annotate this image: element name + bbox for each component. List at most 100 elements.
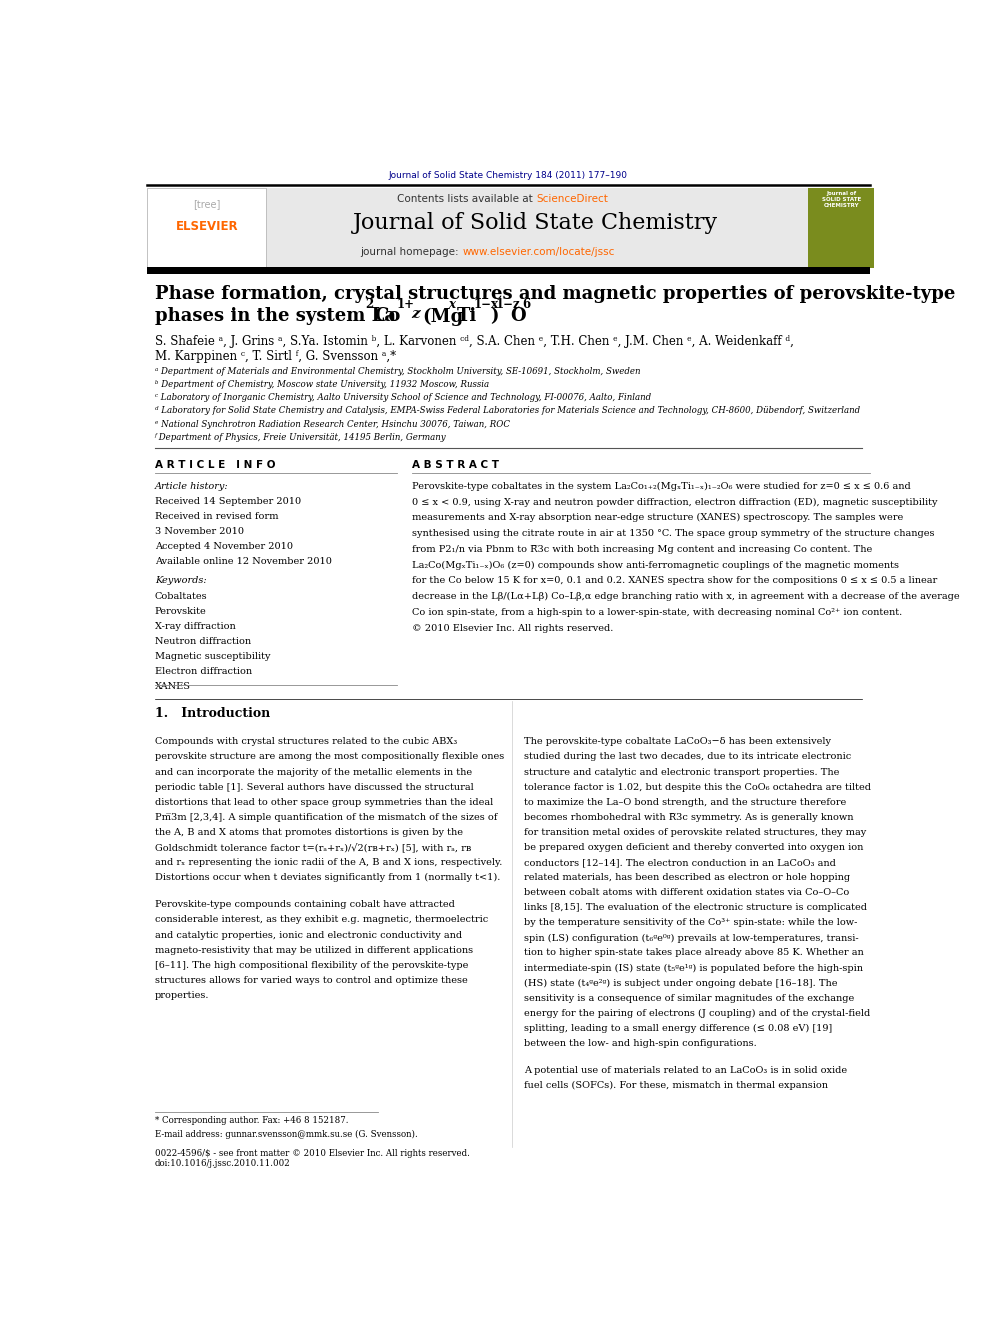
Text: splitting, leading to a small energy difference (≤ 0.08 eV) [19]: splitting, leading to a small energy dif… [524,1024,832,1033]
Text: and can incorporate the majority of the metallic elements in the: and can incorporate the majority of the … [155,767,472,777]
Text: * Corresponding author. Fax: +46 8 152187.: * Corresponding author. Fax: +46 8 15218… [155,1117,348,1126]
Text: M. Karppinen ᶜ, T. Sirtl ᶠ, G. Svensson ᵃ,*: M. Karppinen ᶜ, T. Sirtl ᶠ, G. Svensson … [155,351,396,364]
Text: from P2₁/n via Pbnm to R̅3c with both increasing Mg content and increasing Co co: from P2₁/n via Pbnm to R̅3c with both in… [413,545,873,554]
Text: studied during the last two decades, due to its intricate electronic: studied during the last two decades, due… [524,753,851,762]
Text: Compounds with crystal structures related to the cubic ABX₃: Compounds with crystal structures relate… [155,737,457,746]
Text: Co: Co [374,307,400,325]
Text: magneto-resistivity that may be utilized in different applications: magneto-resistivity that may be utilized… [155,946,473,955]
Text: Pm̅3m [2,3,4]. A simple quantification of the mismatch of the sizes of: Pm̅3m [2,3,4]. A simple quantification o… [155,812,497,822]
Text: z: z [412,307,421,321]
Text: Cobaltates: Cobaltates [155,591,207,601]
Text: The perovskite-type cobaltate LaCoO₃−δ has been extensively: The perovskite-type cobaltate LaCoO₃−δ h… [524,737,830,746]
Text: Journal of Solid State Chemistry 184 (2011) 177–190: Journal of Solid State Chemistry 184 (20… [389,171,628,180]
Text: energy for the pairing of electrons (J coupling) and of the crystal-field: energy for the pairing of electrons (J c… [524,1008,870,1017]
Text: sensitivity is a consequence of similar magnitudes of the exchange: sensitivity is a consequence of similar … [524,994,854,1003]
Text: (Mg: (Mg [423,307,463,325]
Text: journal homepage:: journal homepage: [360,247,462,258]
Text: considerable interest, as they exhibit e.g. magnetic, thermoelectric: considerable interest, as they exhibit e… [155,916,488,925]
Text: Contents lists available at: Contents lists available at [397,194,536,205]
Text: ᶠ Department of Physics, Freie Universität, 14195 Berlin, Germany: ᶠ Department of Physics, Freie Universit… [155,433,446,442]
Text: 3 November 2010: 3 November 2010 [155,527,244,536]
Text: 0 ≤ x < 0.9, using X-ray and neutron powder diffraction, electron diffraction (E: 0 ≤ x < 0.9, using X-ray and neutron pow… [413,497,937,507]
Text: E-mail address: gunnar.svensson@mmk.su.se (G. Svensson).: E-mail address: gunnar.svensson@mmk.su.s… [155,1130,418,1139]
Text: ᶜ Laboratory of Inorganic Chemistry, Aalto University School of Science and Tech: ᶜ Laboratory of Inorganic Chemistry, Aal… [155,393,651,402]
Text: La₂Co(MgₓTi₁₋ₓ)O₆ (z=0) compounds show anti-ferromagnetic couplings of the magne: La₂Co(MgₓTi₁₋ₓ)O₆ (z=0) compounds show a… [413,561,900,570]
FancyBboxPatch shape [147,267,870,274]
Text: A R T I C L E   I N F O: A R T I C L E I N F O [155,460,275,470]
Text: Perovskite: Perovskite [155,606,206,615]
Text: synthesised using the citrate route in air at 1350 °C. The space group symmetry : synthesised using the citrate route in a… [413,529,934,538]
Text: 1+: 1+ [397,298,415,311]
Text: 6: 6 [522,298,531,311]
Text: related materials, has been described as electron or hole hopping: related materials, has been described as… [524,873,850,882]
Text: for the Co below 15 K for x=0, 0.1 and 0.2. XANES spectra show for the compositi: for the Co below 15 K for x=0, 0.1 and 0… [413,577,937,586]
Text: ᵃ Department of Materials and Environmental Chemistry, Stockholm University, SE-: ᵃ Department of Materials and Environmen… [155,366,640,376]
Text: Phase formation, crystal structures and magnetic properties of perovskite-type: Phase formation, crystal structures and … [155,284,955,303]
Text: 0022-4596/$ - see front matter © 2010 Elsevier Inc. All rights reserved.: 0022-4596/$ - see front matter © 2010 El… [155,1148,469,1158]
Text: spin (LS) configuration (t₆ᵍe⁰ᵍ) prevails at low-temperatures, transi-: spin (LS) configuration (t₆ᵍe⁰ᵍ) prevail… [524,934,858,942]
Text: measurements and X-ray absorption near-edge structure (XANES) spectroscopy. The : measurements and X-ray absorption near-e… [413,513,904,523]
Text: Received 14 September 2010: Received 14 September 2010 [155,496,301,505]
FancyBboxPatch shape [808,188,874,267]
Text: properties.: properties. [155,991,209,1000]
Text: Co ion spin-state, from a high-spin to a lower-spin-state, with decreasing nomin: Co ion spin-state, from a high-spin to a… [413,609,903,617]
Text: Accepted 4 November 2010: Accepted 4 November 2010 [155,542,293,550]
Text: ᵇ Department of Chemistry, Moscow state University, 11932 Moscow, Russia: ᵇ Department of Chemistry, Moscow state … [155,380,489,389]
Text: distortions that lead to other space group symmetries than the ideal: distortions that lead to other space gro… [155,798,493,807]
Text: between the low- and high-spin configurations.: between the low- and high-spin configura… [524,1039,757,1048]
Text: between cobalt atoms with different oxidation states via Co–O–Co: between cobalt atoms with different oxid… [524,888,849,897]
Text: becomes rhombohedral with R̅3c symmetry. As is generally known: becomes rhombohedral with R̅3c symmetry.… [524,812,853,822]
Text: Perovskite-type compounds containing cobalt have attracted: Perovskite-type compounds containing cob… [155,901,454,909]
Text: www.elsevier.com/locate/jssc: www.elsevier.com/locate/jssc [462,247,615,258]
Text: 1−x: 1−x [474,298,499,311]
Text: conductors [12–14]. The electron conduction in an LaCoO₃ and: conductors [12–14]. The electron conduct… [524,859,835,867]
Text: [6–11]. The high compositional flexibility of the perovskite-type: [6–11]. The high compositional flexibili… [155,960,468,970]
Text: perovskite structure are among the most compositionally flexible ones: perovskite structure are among the most … [155,753,504,762]
Text: ᵈ Laboratory for Solid State Chemistry and Catalysis, EMPA-Swiss Federal Laborat: ᵈ Laboratory for Solid State Chemistry a… [155,406,860,415]
Text: 2: 2 [365,298,374,311]
Text: Journal of Solid State Chemistry: Journal of Solid State Chemistry [353,212,718,234]
Text: phases in the system La: phases in the system La [155,307,396,325]
Text: and catalytic properties, ionic and electronic conductivity and: and catalytic properties, ionic and elec… [155,930,462,939]
Text: intermediate-spin (IS) state (t₅ᵍe¹ᵍ) is populated before the high-spin: intermediate-spin (IS) state (t₅ᵍe¹ᵍ) is… [524,963,863,972]
Text: for transition metal oxides of perovskite related structures, they may: for transition metal oxides of perovskit… [524,828,866,837]
Text: be prepared oxygen deficient and thereby converted into oxygen ion: be prepared oxygen deficient and thereby… [524,843,863,852]
Text: Journal of
SOLID STATE
CHEMISTRY: Journal of SOLID STATE CHEMISTRY [821,192,861,208]
Text: Goldschmidt tolerance factor t=(rₐ+rₓ)/√2(rʙ+rₓ) [5], with rₐ, rʙ: Goldschmidt tolerance factor t=(rₐ+rₓ)/√… [155,843,471,852]
Text: A potential use of materials related to an LaCoO₃ is in solid oxide: A potential use of materials related to … [524,1066,847,1076]
Text: tion to higher spin-state takes place already above 85 K. Whether an: tion to higher spin-state takes place al… [524,949,863,958]
Text: Neutron diffraction: Neutron diffraction [155,636,251,646]
Text: x: x [448,298,455,311]
Text: and rₓ representing the ionic radii of the A, B and X ions, respectively.: and rₓ representing the ionic radii of t… [155,859,502,867]
Text: structure and catalytic and electronic transport properties. The: structure and catalytic and electronic t… [524,767,839,777]
Text: ): ) [490,307,498,325]
Text: X-ray diffraction: X-ray diffraction [155,622,235,631]
Text: (HS) state (t₄ᵍe²ᵍ) is subject under ongoing debate [16–18]. The: (HS) state (t₄ᵍe²ᵍ) is subject under ong… [524,979,837,988]
Text: ᵉ National Synchrotron Radiation Research Center, Hsinchu 30076, Taiwan, ROC: ᵉ National Synchrotron Radiation Researc… [155,419,510,429]
Text: links [8,15]. The evaluation of the electronic structure is complicated: links [8,15]. The evaluation of the elec… [524,904,867,913]
Text: S. Shafeie ᵃ, J. Grins ᵃ, S.Ya. Istomin ᵇ, L. Karvonen ᶜᵈ, S.A. Chen ᵉ, T.H. Che: S. Shafeie ᵃ, J. Grins ᵃ, S.Ya. Istomin … [155,335,794,348]
Text: Perovskite-type cobaltates in the system La₂Co₁₊₂(MgₓTi₁₋ₓ)₁₋₂O₆ were studied fo: Perovskite-type cobaltates in the system… [413,482,911,491]
Text: tolerance factor is 1.02, but despite this the CoO₆ octahedra are tilted: tolerance factor is 1.02, but despite th… [524,783,871,791]
Text: to maximize the La–O bond strength, and the structure therefore: to maximize the La–O bond strength, and … [524,798,846,807]
Text: ELSEVIER: ELSEVIER [176,220,238,233]
Text: Available online 12 November 2010: Available online 12 November 2010 [155,557,331,566]
Text: the A, B and X atoms that promotes distortions is given by the: the A, B and X atoms that promotes disto… [155,828,462,837]
Text: Article history:: Article history: [155,482,228,491]
Text: 1−z: 1−z [495,298,520,311]
Text: doi:10.1016/j.jssc.2010.11.002: doi:10.1016/j.jssc.2010.11.002 [155,1159,291,1168]
Text: by the temperature sensitivity of the Co³⁺ spin-state: while the low-: by the temperature sensitivity of the Co… [524,918,857,927]
Text: O: O [511,307,527,325]
Text: Magnetic susceptibility: Magnetic susceptibility [155,652,270,660]
Text: periodic table [1]. Several authors have discussed the structural: periodic table [1]. Several authors have… [155,783,473,791]
Text: Keywords:: Keywords: [155,577,206,586]
Text: decrease in the Lβ/(Lα+Lβ) Co–Lβ,α edge branching ratio with x, in agreement wit: decrease in the Lβ/(Lα+Lβ) Co–Lβ,α edge … [413,593,960,602]
Text: © 2010 Elsevier Inc. All rights reserved.: © 2010 Elsevier Inc. All rights reserved… [413,624,614,632]
FancyBboxPatch shape [147,188,266,267]
Text: A B S T R A C T: A B S T R A C T [413,460,499,470]
Text: fuel cells (SOFCs). For these, mismatch in thermal expansion: fuel cells (SOFCs). For these, mismatch … [524,1081,827,1090]
Text: Received in revised form: Received in revised form [155,512,278,521]
Text: Electron diffraction: Electron diffraction [155,667,252,676]
Text: Distortions occur when t deviates significantly from 1 (normally t<1).: Distortions occur when t deviates signif… [155,873,500,882]
Text: ScienceDirect: ScienceDirect [536,194,608,205]
